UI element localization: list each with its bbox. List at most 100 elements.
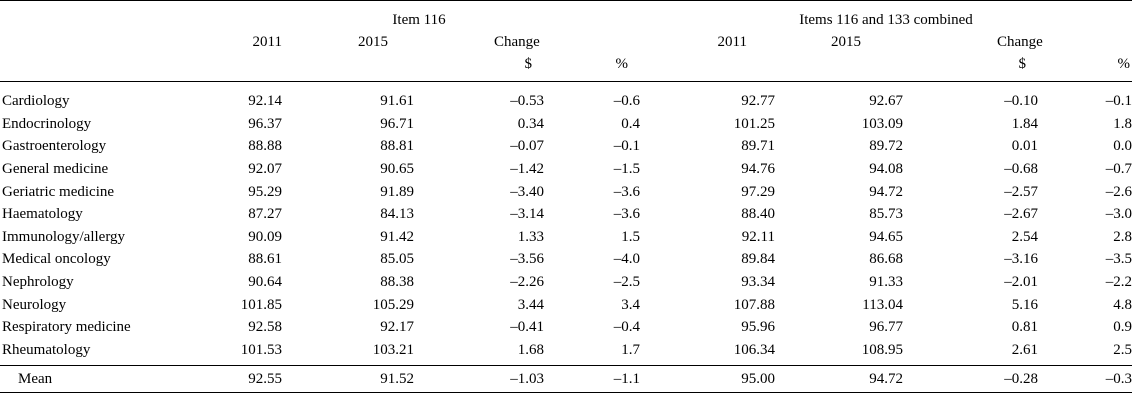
cell-2011-b: 95.96: [741, 319, 775, 336]
cell-change-percent-a: 1.7: [621, 341, 640, 358]
cell-change-dollar-b: –0.68: [1004, 161, 1038, 178]
table-row: Haematology 87.27 84.13 –3.14 –3.6 88.40 85.73…: [0, 203, 1132, 226]
cell-change-dollar-b: 1.84: [1011, 115, 1038, 132]
cell-change-percent-a: –2.5: [613, 274, 640, 291]
cell-change-dollar-a: 0.34: [517, 115, 544, 132]
cell-2011-a: 92.55: [198, 365, 282, 394]
cell-change-dollar-a: –3.14: [510, 206, 544, 223]
header-year-2015-b: 2015: [831, 34, 861, 50]
cell-2011-b: 97.29: [741, 183, 775, 200]
cell-2015-b: 92.67: [869, 93, 903, 110]
cell-change-dollar-b: 0.81: [1011, 319, 1038, 336]
header-unit-percent-a: %: [544, 53, 640, 82]
cell-change-percent-b: 2.8: [1113, 228, 1132, 245]
row-label: General medicine: [2, 161, 109, 178]
row-label: Medical oncology: [2, 251, 111, 268]
cell-change-percent-a: –3.6: [613, 206, 640, 223]
header-unit-dollar-b: $: [903, 53, 1038, 82]
mean-row: Mean 92.55 91.52 –1.03 –1.1 95.00 94.72 –0.28 –0…: [0, 365, 1132, 394]
table-row: Cardiology 92.14 91.61 –0.53 –0.6 92.77 92.67 –…: [0, 82, 1132, 113]
cell-change-dollar-a: –0.07: [510, 138, 544, 155]
cell-2015-a: 96.71: [380, 115, 414, 132]
cell-2015-b: 113.04: [862, 296, 903, 313]
cell-change-percent-b: –3.0: [1105, 206, 1132, 223]
cell-change-dollar-b: 2.61: [1011, 341, 1038, 358]
row-label: Immunology/allergy: [2, 228, 126, 245]
row-label: Haematology: [2, 206, 83, 223]
cell-2015-a: 91.52: [282, 365, 414, 394]
cell-change-percent-a: –0.6: [613, 93, 640, 110]
cell-2011-b: 92.11: [741, 228, 775, 245]
table-row: Endocrinology 96.37 96.71 0.34 0.4 101.25 103.…: [0, 113, 1132, 136]
cell-change-percent-a: –0.4: [613, 319, 640, 336]
cell-2011-a: 101.85: [240, 296, 282, 313]
table-row: Immunology/allergy 90.09 91.42 1.33 1.5 92.11…: [0, 226, 1132, 249]
cell-change-percent-a: –1.1: [544, 365, 640, 394]
cell-2011-a: 88.88: [248, 138, 282, 155]
cell-2015-b: 103.09: [861, 115, 903, 132]
cell-2011-b: 92.77: [741, 93, 775, 110]
header-change-a: Change: [494, 34, 540, 50]
cell-change-dollar-a: –3.56: [510, 251, 544, 268]
cell-2011-a: 92.07: [248, 161, 282, 178]
row-label: Cardiology: [2, 93, 70, 110]
cell-2011-a: 90.64: [248, 274, 282, 291]
cell-2011-a: 90.09: [248, 228, 282, 245]
cell-change-percent-b: –2.6: [1105, 183, 1132, 200]
cell-change-percent-b: –3.5: [1105, 251, 1132, 268]
cell-2015-b: 91.33: [869, 274, 903, 291]
row-label: Endocrinology: [2, 115, 92, 132]
cell-2011-b: 107.88: [733, 296, 775, 313]
table-body: Cardiology 92.14 91.61 –0.53 –0.6 92.77 92.67 –…: [0, 82, 1132, 394]
cell-2011-b: 89.71: [741, 138, 775, 155]
cell-change-percent-b: 1.8: [1113, 115, 1132, 132]
cell-change-percent-b: 4.8: [1113, 296, 1132, 313]
cell-2011-a: 92.14: [248, 93, 282, 110]
cell-2015-b: 86.68: [869, 251, 903, 268]
cell-change-dollar-a: –0.53: [510, 93, 544, 110]
cell-2011-a: 95.29: [248, 183, 282, 200]
cell-2011-b: 93.34: [741, 274, 775, 291]
cell-2015-b: 108.95: [861, 341, 903, 358]
cell-change-percent-b: 2.5: [1113, 341, 1132, 358]
table-row: Nephrology 90.64 88.38 –2.26 –2.5 93.34 91.33 –…: [0, 271, 1132, 294]
cell-2015-a: 92.17: [380, 319, 414, 336]
header-unit-percent-b: %: [1038, 53, 1132, 82]
cell-2011-b: 89.84: [741, 251, 775, 268]
table-row: General medicine 92.07 90.65 –1.42 –1.5 94.76…: [0, 158, 1132, 181]
table-row: Rheumatology 101.53 103.21 1.68 1.7 106.34 108…: [0, 339, 1132, 366]
cell-change-dollar-a: –3.40: [510, 183, 544, 200]
cell-change-percent-b: –2.2: [1105, 274, 1132, 291]
cell-change-percent-a: –4.0: [613, 251, 640, 268]
cell-change-percent-a: 1.5: [621, 228, 640, 245]
cell-change-dollar-b: 2.54: [1011, 228, 1038, 245]
cell-2011-a: 87.27: [248, 206, 282, 223]
header-group-item-116: Item 116: [198, 0, 640, 31]
cell-2011-b: 101.25: [733, 115, 775, 132]
row-label: Geriatric medicine: [2, 183, 115, 200]
cell-change-dollar-b: –2.57: [1004, 183, 1038, 200]
header-year-2011-a: 2011: [252, 34, 282, 50]
cell-change-percent-b: –0.3: [1038, 365, 1132, 394]
cell-change-dollar-a: –1.42: [510, 161, 544, 178]
header-group-combined: Items 116 and 133 combined: [640, 0, 1132, 31]
cell-2015-a: 88.38: [380, 274, 414, 291]
cell-2015-a: 88.81: [380, 138, 414, 155]
cell-change-dollar-a: 1.33: [517, 228, 544, 245]
table-row: Neurology 101.85 105.29 3.44 3.4 107.88 113.04…: [0, 293, 1132, 316]
cell-change-dollar-b: 0.01: [1011, 138, 1038, 155]
row-label: Mean: [0, 365, 198, 394]
table-row: Geriatric medicine 95.29 91.89 –3.40 –3.6 97.…: [0, 180, 1132, 203]
cell-change-percent-b: 0.9: [1113, 319, 1132, 336]
cell-change-dollar-b: –2.67: [1004, 206, 1038, 223]
cell-2011-b: 94.76: [741, 161, 775, 178]
cell-2015-a: 91.42: [380, 228, 414, 245]
header-change-b: Change: [997, 34, 1043, 50]
cell-change-dollar-b: –2.01: [1004, 274, 1038, 291]
cell-2015-b: 96.77: [869, 319, 903, 336]
header-row-years: 2011 2015 Change 2011 2015 Change: [0, 31, 1132, 53]
cell-2015-a: 91.61: [380, 93, 414, 110]
cell-2015-a: 85.05: [380, 251, 414, 268]
row-label: Respiratory medicine: [2, 319, 131, 336]
